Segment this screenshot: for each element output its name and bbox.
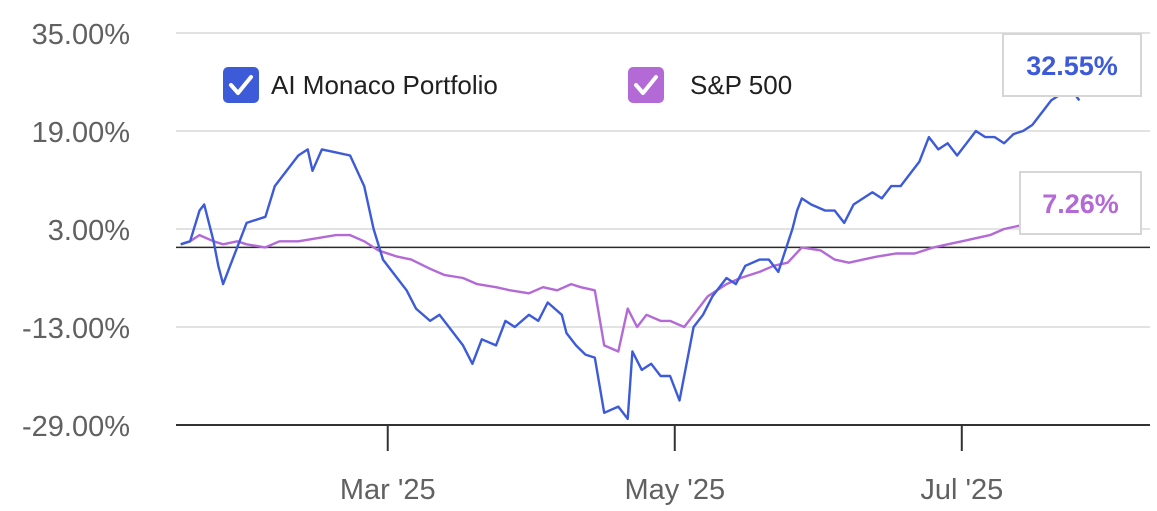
y-tick-label: 19.00%: [32, 117, 130, 149]
x-tick-label: Jul '25: [920, 474, 1003, 506]
y-tick-label: 3.00%: [48, 215, 130, 247]
legend-checkbox[interactable]: [628, 67, 664, 103]
check-icon: [229, 75, 253, 95]
x-axis: Mar '25 May '25 Jul '25: [340, 425, 1003, 506]
end-labels: 32.55% 7.26%: [1002, 33, 1142, 235]
legend-item-1[interactable]: S&P 500: [628, 67, 792, 103]
x-tick-label: May '25: [624, 474, 725, 506]
end-label-box: [1019, 171, 1142, 235]
y-tick-label: -29.00%: [22, 411, 130, 443]
series-line-0: [180, 86, 1081, 421]
series-line-1: [180, 215, 1080, 353]
check-icon: [634, 75, 658, 95]
legend-item-0[interactable]: AI Monaco Portfolio: [223, 67, 498, 103]
end-label-value: 32.55%: [1026, 51, 1118, 81]
legend[interactable]: AI Monaco Portfolio S&P 500: [223, 67, 792, 103]
legend-label: S&P 500: [690, 70, 792, 100]
x-tick-label: Mar '25: [340, 474, 436, 506]
y-tick-label: -13.00%: [22, 313, 130, 345]
end-label-box: [1002, 33, 1142, 97]
y-tick-label: 35.00%: [32, 19, 130, 51]
legend-label: AI Monaco Portfolio: [271, 70, 498, 100]
end-value-label-1: 7.26%: [1019, 171, 1142, 235]
series-lines: [180, 86, 1081, 421]
grid-lines: [176, 32, 1150, 328]
legend-checkbox[interactable]: [223, 67, 259, 103]
end-label-value: 7.26%: [1042, 189, 1119, 219]
y-axis: 35.00% 19.00% 3.00% -13.00% -29.00%: [22, 19, 130, 443]
end-value-label-0: 32.55%: [1002, 33, 1142, 97]
